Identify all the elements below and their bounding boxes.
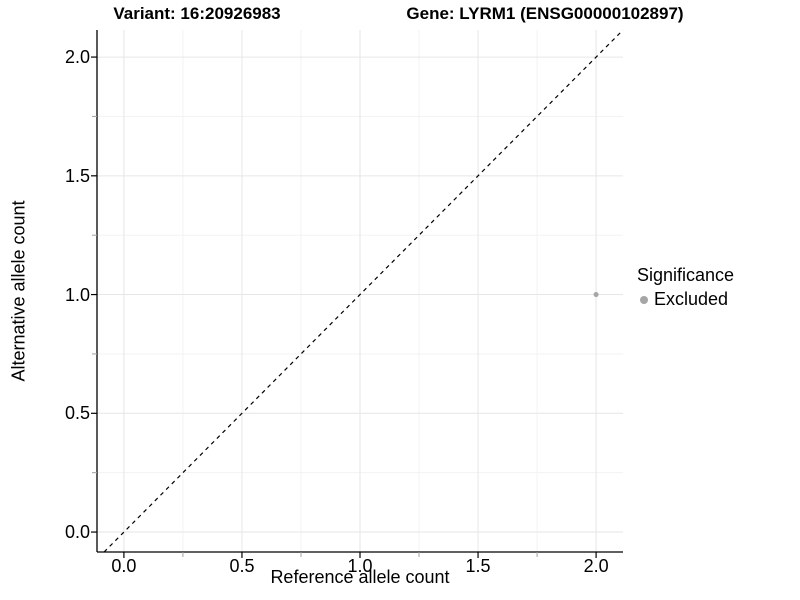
x-tick-label: 0.0 [111, 556, 137, 576]
y-axis-label: Alternative allele count [8, 200, 29, 382]
x-axis-label: Reference allele count [270, 567, 450, 587]
identity-line [103, 29, 624, 553]
x-tick-label: 2.0 [583, 556, 609, 576]
legend-item-label: Excluded [654, 289, 729, 309]
plot-title-variant: Variant: 16:20926983 [113, 4, 281, 23]
legend-title: Significance [637, 265, 735, 285]
y-tick-label: 2.0 [64, 47, 90, 68]
x-tick-label: 1.0 [347, 556, 373, 576]
plot-title-gene: Gene: LYRM1 (ENSG00000102897) [406, 4, 684, 23]
y-tick-label: 1.0 [64, 284, 90, 305]
x-tick-label: 0.5 [229, 556, 255, 576]
legend: Significance Excluded [637, 265, 734, 310]
data-point [593, 292, 599, 298]
y-tick-label: 0.5 [64, 403, 90, 424]
y-tick-label: 0.0 [64, 522, 90, 543]
y-tick-label: 1.5 [64, 165, 90, 186]
legend-item-excluded: Excluded [637, 289, 734, 310]
x-tick-label: 1.5 [465, 556, 491, 576]
legend-point-icon [640, 295, 648, 304]
